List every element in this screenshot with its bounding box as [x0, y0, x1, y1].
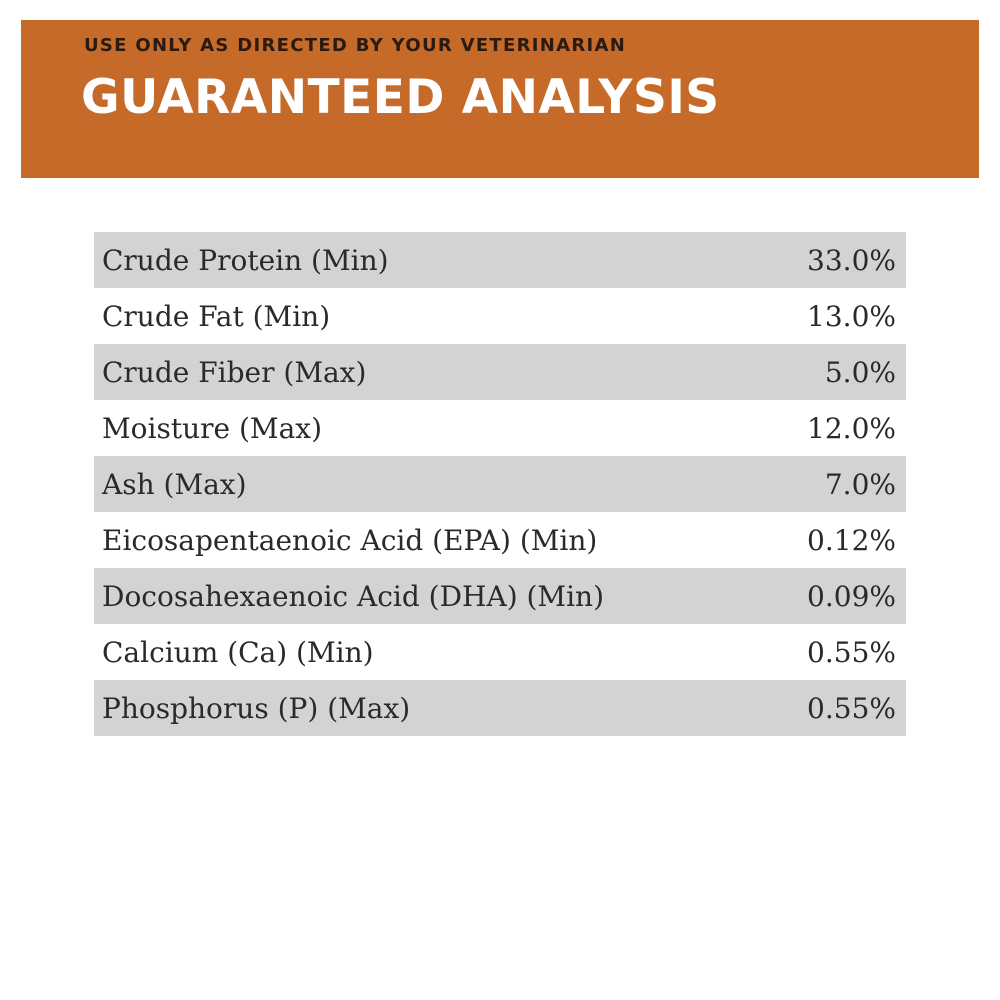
row-value: 0.09%: [807, 579, 896, 613]
row-value: 0.55%: [807, 635, 896, 669]
row-label: Eicosapentaenoic Acid (EPA) (Min): [102, 523, 598, 557]
table-row: Calcium (Ca) (Min) 0.55%: [94, 624, 906, 680]
row-value: 13.0%: [807, 299, 896, 333]
row-label: Ash (Max): [102, 467, 247, 501]
row-value: 7.0%: [824, 467, 896, 501]
row-label: Calcium (Ca) (Min): [102, 635, 374, 669]
row-label: Crude Fiber (Max): [102, 355, 367, 389]
table-row: Crude Fiber (Max) 5.0%: [94, 344, 906, 400]
table-row: Ash (Max) 7.0%: [94, 456, 906, 512]
row-label: Crude Fat (Min): [102, 299, 331, 333]
table-row: Crude Fat (Min) 13.0%: [94, 288, 906, 344]
table-row: Docosahexaenoic Acid (DHA) (Min) 0.09%: [94, 568, 906, 624]
row-value: 12.0%: [807, 411, 896, 445]
page-title: GUARANTEED ANALYSIS: [81, 70, 720, 125]
header-subtitle: USE ONLY AS DIRECTED BY YOUR VETERINARIA…: [84, 35, 627, 56]
table-row: Crude Protein (Min) 33.0%: [94, 232, 906, 288]
table-row: Moisture (Max) 12.0%: [94, 400, 906, 456]
row-label: Docosahexaenoic Acid (DHA) (Min): [102, 579, 605, 613]
table-row: Eicosapentaenoic Acid (EPA) (Min) 0.12%: [94, 512, 906, 568]
analysis-table: Crude Protein (Min) 33.0% Crude Fat (Min…: [94, 232, 906, 736]
header-banner: [21, 20, 979, 178]
row-label: Moisture (Max): [102, 411, 322, 445]
row-value: 33.0%: [807, 243, 896, 277]
row-value: 0.55%: [807, 691, 896, 725]
table-row: Phosphorus (P) (Max) 0.55%: [94, 680, 906, 736]
row-value: 0.12%: [807, 523, 896, 557]
row-value: 5.0%: [824, 355, 896, 389]
row-label: Crude Protein (Min): [102, 243, 389, 277]
row-label: Phosphorus (P) (Max): [102, 691, 411, 725]
